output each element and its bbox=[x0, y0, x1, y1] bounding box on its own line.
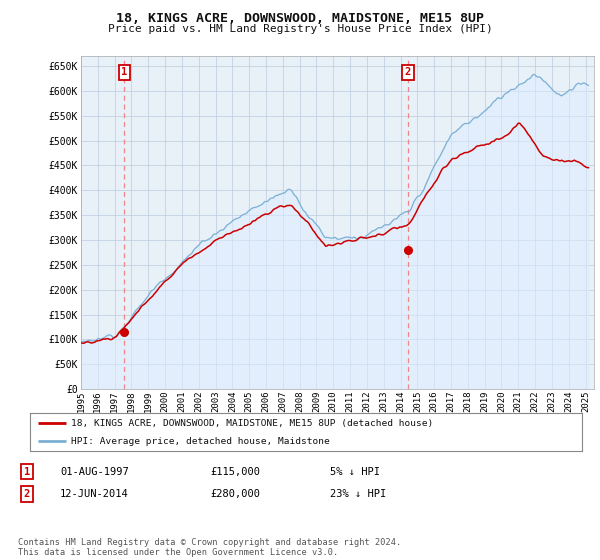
Text: 1: 1 bbox=[24, 466, 30, 477]
Text: £280,000: £280,000 bbox=[210, 489, 260, 499]
Text: 18, KINGS ACRE, DOWNSWOOD, MAIDSTONE, ME15 8UP: 18, KINGS ACRE, DOWNSWOOD, MAIDSTONE, ME… bbox=[116, 12, 484, 25]
Text: 2: 2 bbox=[405, 67, 411, 77]
Text: 23% ↓ HPI: 23% ↓ HPI bbox=[330, 489, 386, 499]
Text: 18, KINGS ACRE, DOWNSWOOD, MAIDSTONE, ME15 8UP (detached house): 18, KINGS ACRE, DOWNSWOOD, MAIDSTONE, ME… bbox=[71, 419, 434, 428]
Text: 5% ↓ HPI: 5% ↓ HPI bbox=[330, 466, 380, 477]
Text: HPI: Average price, detached house, Maidstone: HPI: Average price, detached house, Maid… bbox=[71, 437, 330, 446]
Text: 1: 1 bbox=[121, 67, 128, 77]
Text: Contains HM Land Registry data © Crown copyright and database right 2024.
This d: Contains HM Land Registry data © Crown c… bbox=[18, 538, 401, 557]
Text: 12-JUN-2014: 12-JUN-2014 bbox=[60, 489, 129, 499]
Text: 2: 2 bbox=[24, 489, 30, 499]
Text: Price paid vs. HM Land Registry's House Price Index (HPI): Price paid vs. HM Land Registry's House … bbox=[107, 24, 493, 34]
Text: 01-AUG-1997: 01-AUG-1997 bbox=[60, 466, 129, 477]
Text: £115,000: £115,000 bbox=[210, 466, 260, 477]
